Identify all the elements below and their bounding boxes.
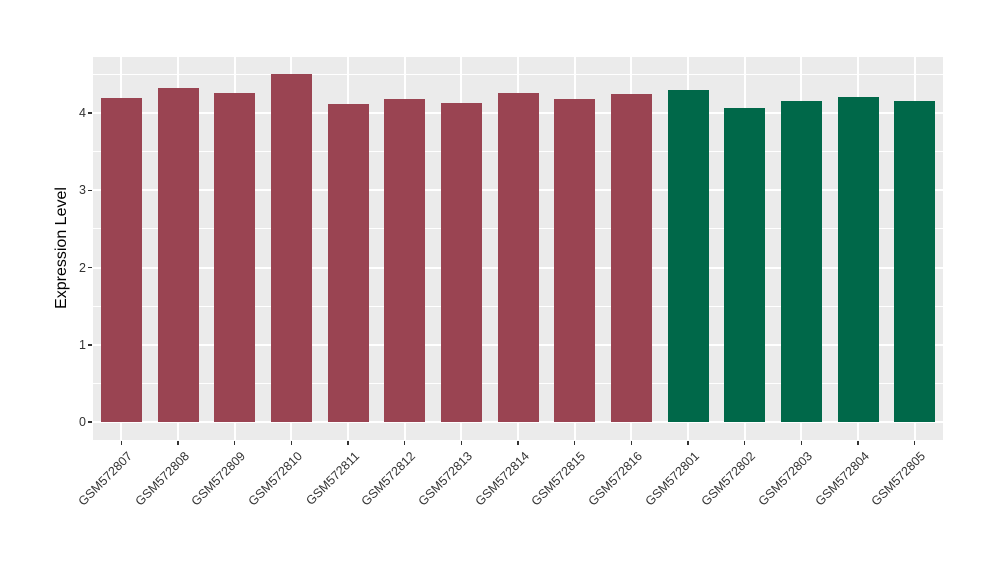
- plot-panel: [93, 57, 943, 440]
- x-tick-mark: [800, 441, 803, 445]
- x-tick-mark: [743, 441, 746, 445]
- bar-GSM572814: [497, 92, 539, 422]
- bar-GSM572803: [780, 100, 822, 422]
- x-tick-mark: [573, 441, 576, 445]
- y-axis-title: Expression Level: [53, 187, 70, 309]
- x-tick-mark: [347, 441, 349, 445]
- bar-GSM572809: [214, 92, 256, 422]
- x-tick-mark: [517, 441, 519, 445]
- bar-GSM572815: [554, 99, 596, 422]
- bar-GSM572812: [384, 99, 426, 422]
- y-tick-mark: [88, 421, 92, 423]
- bar-GSM572811: [327, 103, 369, 422]
- x-tick-label-text: GSM572813: [415, 449, 476, 509]
- x-tick-label-text: GSM572812: [359, 449, 419, 509]
- x-tick-mark: [857, 441, 859, 445]
- x-tick-label-text: GSM572807: [75, 449, 136, 509]
- bar-GSM572801: [667, 89, 709, 422]
- y-tick-mark: [88, 189, 92, 191]
- y-tick-mark: [88, 344, 92, 346]
- x-tick-label-text: GSM572804: [812, 449, 872, 509]
- x-tick-label-text: GSM572802: [699, 449, 759, 509]
- y-tick-label: 0: [79, 415, 86, 429]
- y-tick-label: 3: [79, 183, 86, 198]
- bar-GSM572807: [100, 97, 142, 422]
- bar-GSM572804: [837, 96, 879, 422]
- bar-GSM572816: [610, 94, 652, 422]
- x-tick-label-text: GSM572805: [869, 449, 929, 509]
- x-tick-label-text: GSM572801: [642, 449, 702, 509]
- bar-GSM572802: [724, 107, 766, 422]
- x-tick-label-text: GSM572809: [189, 449, 249, 509]
- x-tick-mark: [177, 441, 179, 445]
- x-tick-label-text: GSM572816: [585, 449, 646, 509]
- bar-GSM572810: [270, 73, 312, 422]
- x-tick-label-text: GSM572808: [132, 449, 192, 509]
- x-tick-label-text: GSM572810: [245, 449, 306, 509]
- x-tick-mark: [290, 441, 293, 445]
- y-tick-mark: [88, 266, 92, 269]
- y-tick-label: 1: [79, 337, 86, 352]
- bar-GSM572813: [440, 102, 482, 422]
- x-tick-mark: [687, 441, 689, 445]
- y-tick-mark: [88, 112, 92, 114]
- x-tick-mark: [233, 441, 236, 445]
- bar-GSM572808: [157, 88, 199, 422]
- x-tick-mark: [913, 441, 916, 445]
- x-tick-mark: [120, 441, 123, 445]
- y-tick-label: 4: [79, 106, 86, 120]
- x-tick-label-text: GSM572803: [755, 449, 816, 509]
- x-tick-label-text: GSM572814: [472, 449, 532, 509]
- x-tick-mark: [403, 441, 406, 445]
- x-tick-mark: [630, 441, 633, 445]
- bar-GSM572805: [894, 101, 936, 422]
- x-tick-label-text: GSM572815: [529, 449, 589, 509]
- y-tick-label: 2: [79, 260, 86, 275]
- x-tick-label-text: GSM572811: [303, 449, 362, 508]
- x-tick-mark: [460, 441, 463, 445]
